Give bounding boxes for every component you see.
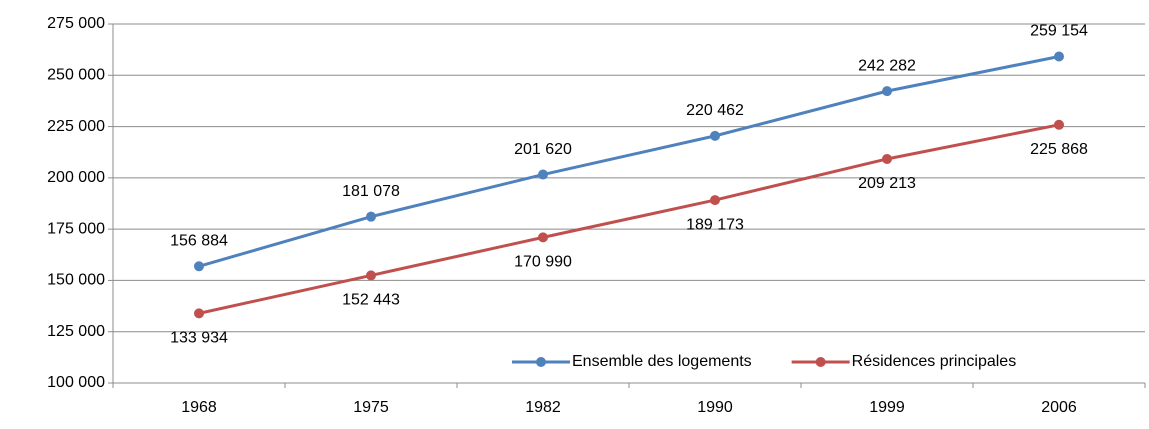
- x-tick-label: 1990: [697, 399, 733, 416]
- data-label: 220 462: [686, 102, 744, 119]
- x-tick-label: 2006: [1041, 399, 1077, 416]
- legend-item: Résidences principales: [791, 353, 1017, 370]
- data-label: 170 990: [514, 254, 572, 271]
- legend-label: Ensemble des logements: [572, 353, 752, 370]
- data-label: 225 868: [1030, 141, 1088, 158]
- data-label: 242 282: [858, 57, 916, 74]
- series-line: [198, 55, 1060, 268]
- y-tick-label: 125 000: [47, 323, 105, 340]
- data-label: 152 443: [342, 292, 400, 309]
- y-tick-label: 100 000: [47, 374, 105, 391]
- data-point: [710, 195, 720, 206]
- data-label: 209 213: [858, 175, 916, 192]
- legend-marker: [815, 357, 826, 367]
- data-point: [1054, 119, 1064, 130]
- data-label: 189 173: [686, 216, 744, 233]
- legend-label: Résidences principales: [852, 353, 1017, 370]
- y-tick-label: 250 000: [47, 67, 105, 84]
- y-tick-label: 200 000: [47, 169, 105, 186]
- y-tick-label: 275 000: [47, 15, 105, 32]
- legend-item: Ensemble des logements: [512, 353, 752, 370]
- x-tick-label: 1968: [181, 399, 217, 416]
- data-label: 133 934: [170, 330, 228, 347]
- data-point: [710, 130, 720, 141]
- data-point: [882, 86, 892, 97]
- x-tick-label: 1999: [869, 399, 905, 416]
- y-tick-label: 175 000: [47, 220, 105, 237]
- x-tick-label: 1982: [525, 399, 561, 416]
- y-tick-label: 225 000: [47, 118, 105, 135]
- data-point: [366, 211, 376, 222]
- data-point: [882, 153, 892, 164]
- data-label: 156 884: [170, 233, 228, 250]
- data-point: [538, 232, 548, 243]
- data-label: 259 154: [1030, 23, 1088, 40]
- legend-marker: [536, 357, 546, 367]
- x-tick-label: 1975: [353, 399, 389, 416]
- data-label: 181 078: [342, 183, 400, 200]
- data-point: [366, 270, 376, 281]
- data-point: [194, 308, 204, 319]
- series-line: [198, 123, 1060, 315]
- data-label: 201 620: [514, 141, 572, 158]
- data-point: [1054, 51, 1064, 62]
- data-point: [538, 169, 548, 180]
- y-tick-label: 150 000: [47, 272, 105, 289]
- data-point: [194, 261, 204, 272]
